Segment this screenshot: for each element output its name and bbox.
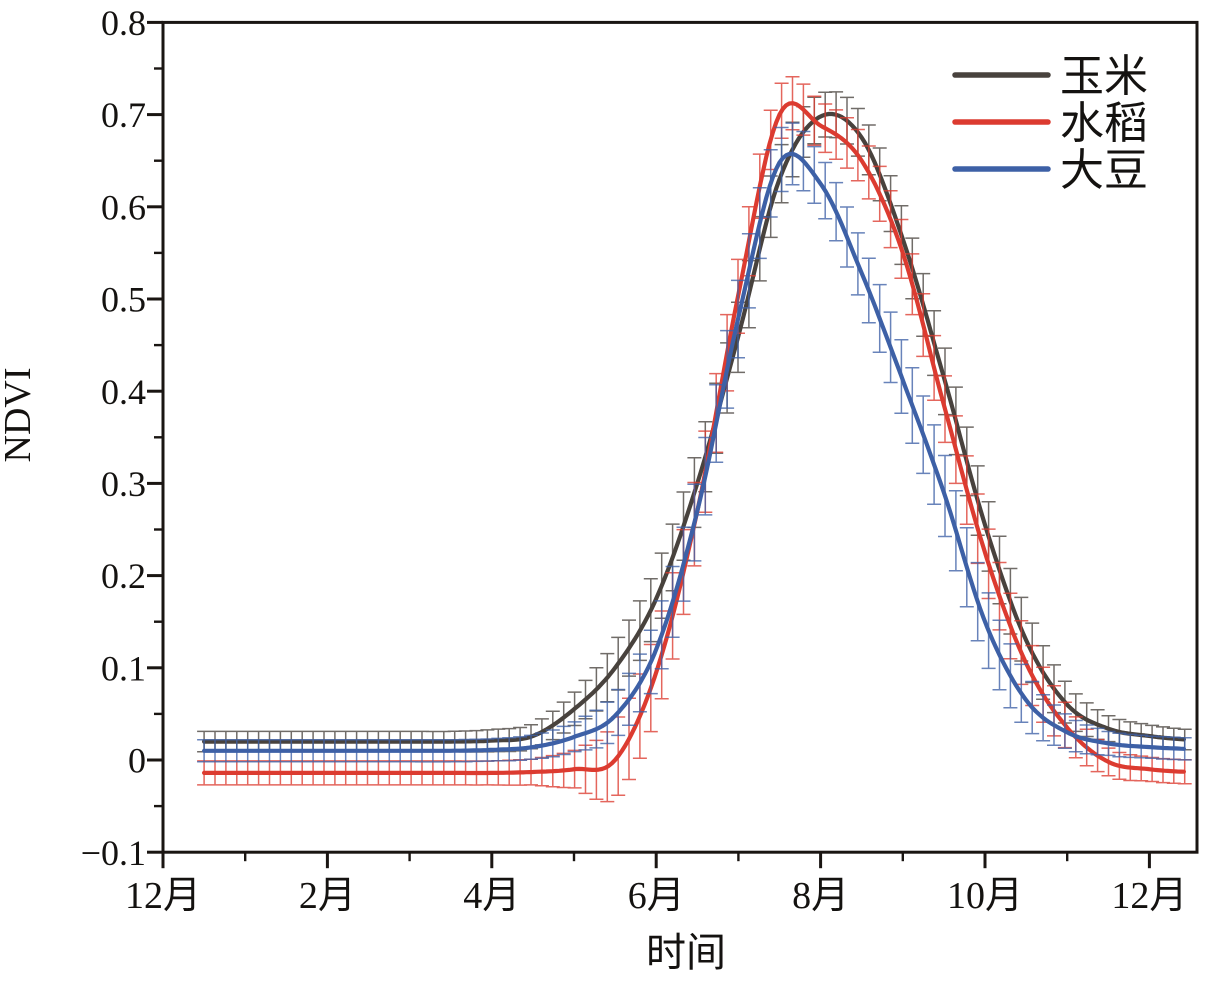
legend-item-corn: 玉米 [952, 52, 1148, 101]
curve-soybean [202, 151, 1186, 753]
x-tick-label: 6月 [628, 875, 685, 917]
y-tick-label: 0.3 [101, 464, 146, 504]
curve-corn [202, 111, 1186, 744]
x-tick-label: 4月 [463, 875, 520, 917]
error-bars-corn [197, 91, 1192, 753]
curve-rice [202, 101, 1186, 776]
y-axis: 0.8 0.7 0.6 0.5 0.4 0.3 0.2 0.1 0 −0.1 [81, 3, 163, 873]
y-tick-label: 0.5 [101, 280, 146, 320]
legend-label-soybean: 大豆 [1060, 146, 1148, 195]
y-tick-label: 0.2 [101, 556, 146, 596]
legend-label-rice: 水稻 [1060, 99, 1148, 148]
x-tick-label: 2月 [299, 875, 356, 917]
legend-label-corn: 玉米 [1060, 52, 1148, 101]
series-soybean [197, 122, 1192, 763]
plot-frame [161, 20, 1199, 854]
y-tick-label: 0.8 [101, 3, 146, 43]
y-tick-label: 0.1 [101, 648, 146, 688]
y-tick-label: 0.6 [101, 187, 146, 227]
y-tick-label: −0.1 [81, 833, 146, 873]
x-tick-label: 12月 [125, 875, 201, 917]
x-tick-label: 12月 [1111, 875, 1187, 917]
y-tick-label: 0 [128, 741, 146, 781]
legend-item-rice: 水稻 [952, 99, 1148, 148]
x-tick-label: 8月 [792, 875, 849, 917]
series-rice [197, 75, 1192, 803]
series-corn [197, 91, 1192, 753]
x-axis: 12月 2月 4月 6月 8月 10月 12月 [125, 852, 1187, 917]
x-axis-title: 时间 [646, 930, 726, 975]
x-tick-label: 10月 [947, 875, 1023, 917]
legend-item-soybean: 大豆 [952, 146, 1148, 195]
y-axis-title: NDVI [0, 368, 39, 463]
y-tick-label: 0.4 [101, 372, 146, 412]
y-tick-label: 0.7 [101, 95, 146, 135]
